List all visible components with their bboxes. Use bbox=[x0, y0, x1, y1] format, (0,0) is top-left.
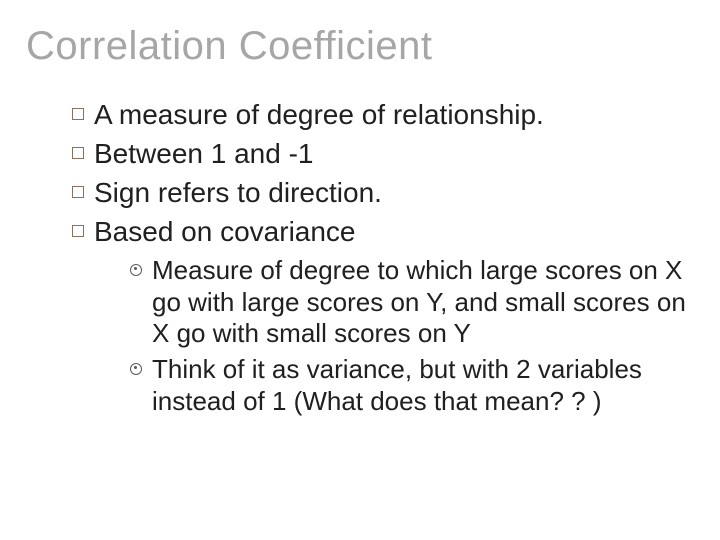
bullet-text: Think of it as variance, but with 2 vari… bbox=[152, 354, 642, 416]
list-item: Sign refers to direction. bbox=[72, 175, 688, 210]
bullet-list-level1: A measure of degree of relationship. Bet… bbox=[72, 97, 688, 418]
bullet-text: Measure of degree to which large scores … bbox=[152, 255, 686, 348]
bullet-list-level2: Measure of degree to which large scores … bbox=[130, 255, 688, 418]
bullet-text: Based on covariance bbox=[94, 216, 356, 247]
list-item: Think of it as variance, but with 2 vari… bbox=[130, 354, 688, 417]
list-item: Based on covariance Measure of degree to… bbox=[72, 214, 688, 418]
list-item: Between 1 and -1 bbox=[72, 136, 688, 171]
bullet-text: Sign refers to direction. bbox=[94, 177, 382, 208]
slide: Correlation Coefficient A measure of deg… bbox=[0, 0, 720, 540]
list-item: Measure of degree to which large scores … bbox=[130, 255, 688, 350]
bullet-text: Between 1 and -1 bbox=[94, 138, 314, 169]
bullet-text: A measure of degree of relationship. bbox=[94, 99, 544, 130]
slide-title: Correlation Coefficient bbox=[26, 24, 688, 69]
list-item: A measure of degree of relationship. bbox=[72, 97, 688, 132]
